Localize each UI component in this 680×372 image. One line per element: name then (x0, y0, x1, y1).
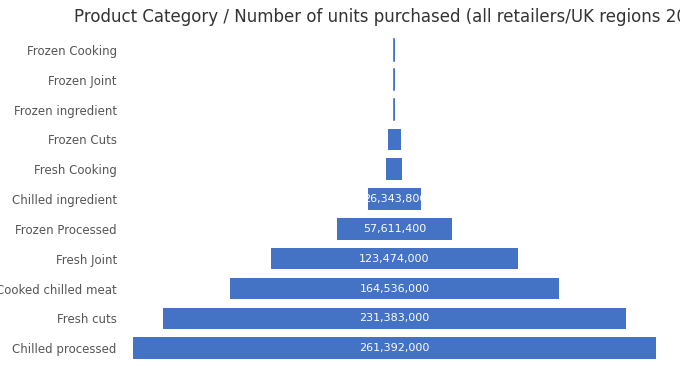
Text: 261,392,000: 261,392,000 (359, 343, 430, 353)
Bar (230, 278, 559, 299)
Bar (163, 308, 626, 329)
Bar (368, 188, 421, 210)
Bar (337, 218, 452, 240)
Text: 164,536,000: 164,536,000 (359, 283, 430, 294)
Bar (133, 337, 656, 359)
Bar (271, 248, 518, 269)
Bar (386, 158, 403, 180)
Bar (394, 99, 395, 120)
Text: 231,383,000: 231,383,000 (359, 313, 430, 323)
Title: Product Category / Number of units purchased (all retailers/UK regions 2015): Product Category / Number of units purch… (74, 8, 680, 26)
Text: 57,611,400: 57,611,400 (362, 224, 426, 234)
Text: 26,343,800: 26,343,800 (362, 194, 426, 204)
Bar (388, 129, 401, 150)
Text: 123,474,000: 123,474,000 (359, 254, 430, 264)
